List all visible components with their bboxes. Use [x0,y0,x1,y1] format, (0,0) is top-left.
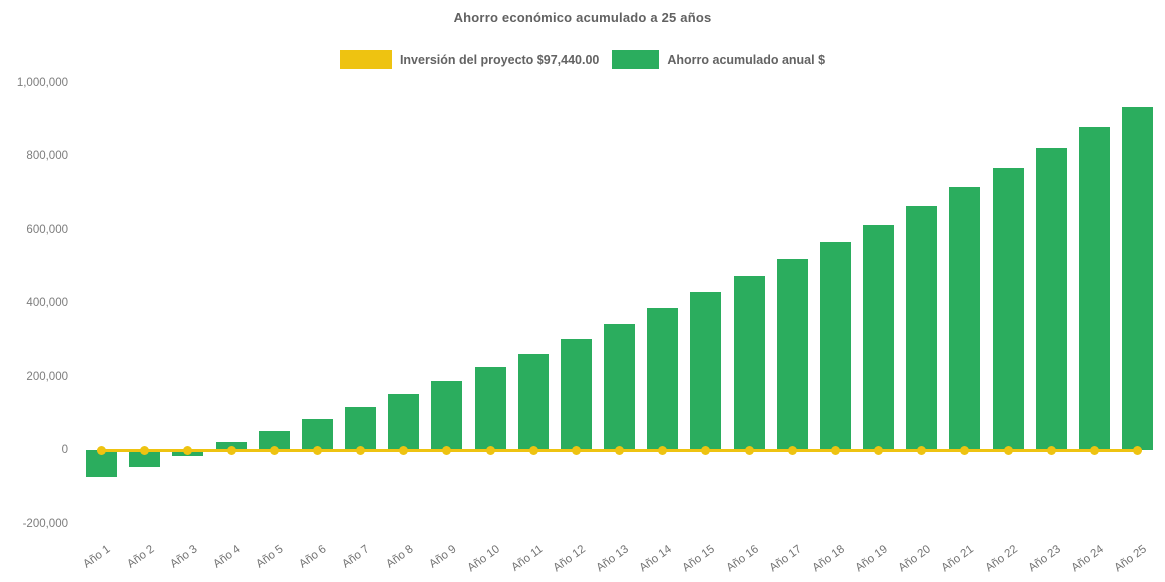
bar-ano-18 [819,242,851,450]
bar-ano-21 [949,186,981,450]
x-axis-label-ano-4: Año 4 [211,543,243,571]
y-axis-tick-label: 600,000 [26,223,68,236]
x-axis-label-ano-13: Año 13 [594,543,632,575]
bar-ano-7 [345,407,376,450]
investment-line-marker [140,446,150,455]
investment-line-marker [1133,446,1143,455]
chart-legend: Inversión del proyecto $97,440.00 Ahorro… [0,50,1165,69]
investment-line-marker [744,446,754,455]
legend-item-investment[interactable]: Inversión del proyecto $97,440.00 [339,50,600,69]
x-axis-label-ano-17: Año 17 [767,543,804,575]
x-axis-label-ano-21: Año 21 [939,543,977,575]
bar-ano-23 [1035,147,1067,450]
x-axis-label-ano-3: Año 3 [167,543,200,571]
bar-ano-14 [647,308,679,450]
x-axis-label-ano-7: Año 7 [340,543,373,571]
investment-line-marker [269,446,279,455]
x-axis-label-ano-8: Año 8 [383,543,416,571]
x-axis-label-ano-20: Año 20 [896,543,934,575]
investment-line-marker [399,446,409,455]
x-axis-label-ano-9: Año 9 [427,543,459,571]
investment-line-marker [658,446,668,455]
x-axis-label-ano-1: Año 1 [81,543,114,571]
y-axis-tick-label: 800,000 [26,150,68,162]
x-axis-label-ano-24: Año 24 [1069,543,1106,575]
investment-line-marker [1003,446,1013,455]
investment-line-marker [830,446,840,455]
legend-label-savings: Ahorro acumulado anual $ [667,52,826,67]
x-axis-label-ano-5: Año 5 [254,543,286,571]
y-axis-tick-label: 200,000 [26,370,68,383]
bar-ano-22 [992,168,1024,450]
bar-ano-6 [301,419,333,450]
bar-ano-15 [690,291,722,450]
x-axis-label-ano-12: Año 12 [551,543,588,575]
y-axis-tick-label: 1,000,000 [16,76,68,89]
bar-ano-13 [604,324,635,450]
bar-ano-25 [1122,106,1154,450]
x-axis-label-ano-10: Año 10 [464,543,502,575]
bar-ano-10 [474,366,506,450]
investment-line-marker [917,446,927,455]
x-axis-label-ano-2: Año 2 [124,543,157,571]
bar-ano-2 [129,450,161,467]
investment-line-marker [960,446,970,455]
investment-line-marker [485,446,495,455]
investment-line-marker [701,446,711,455]
investment-line-marker [97,446,106,455]
legend-label-investment: Inversión del proyecto $97,440.00 [399,52,600,67]
x-axis-label-ano-11: Año 11 [508,543,545,574]
investment-line-marker [528,446,538,455]
bar-ano-9 [431,380,463,450]
x-axis-label-ano-14: Año 14 [637,543,675,575]
bar-ano-20 [906,206,938,450]
bar-ano-16 [733,276,765,450]
legend-item-savings[interactable]: Ahorro acumulado anual $ [612,50,825,69]
bar-ano-24 [1078,127,1110,450]
x-axis-label-ano-25: Año 25 [1112,543,1150,575]
bar-ano-5 [258,430,290,450]
legend-swatch-investment-icon [339,50,392,69]
investment-line-marker [1089,446,1099,455]
bar-ano-11 [517,354,549,450]
investment-line-marker [874,446,884,455]
x-axis-label-ano-23: Año 23 [1026,543,1063,575]
investment-line-marker [615,446,624,455]
y-axis-tick-label: 400,000 [26,297,68,309]
bar-ano-8 [388,394,420,450]
x-axis-label-ano-22: Año 22 [983,543,1020,575]
investment-line-marker [312,446,322,455]
y-axis-tick-label: -200,000 [22,517,68,530]
bar-ano-12 [560,338,592,450]
y-axis-tick-label: 0 [61,444,68,456]
investment-line-marker [356,446,365,455]
x-axis-label-ano-16: Año 16 [724,543,761,575]
bar-ano-19 [863,225,895,450]
bar-ano-17 [776,259,808,450]
investment-line-marker [442,446,452,455]
x-axis-label-ano-19: Año 19 [853,543,891,575]
x-axis-label-ano-6: Año 6 [297,543,329,571]
investment-line-marker [183,446,193,455]
x-axis-label-ano-18: Año 18 [810,543,847,575]
x-axis-label-ano-15: Año 15 [680,543,718,575]
investment-line-marker [787,446,797,455]
chart-title: Ahorro económico acumulado a 25 años [453,10,712,25]
investment-line-marker [1046,446,1056,455]
investment-line-marker [226,446,236,455]
legend-swatch-savings-icon [612,50,660,69]
investment-line-marker [571,446,581,455]
